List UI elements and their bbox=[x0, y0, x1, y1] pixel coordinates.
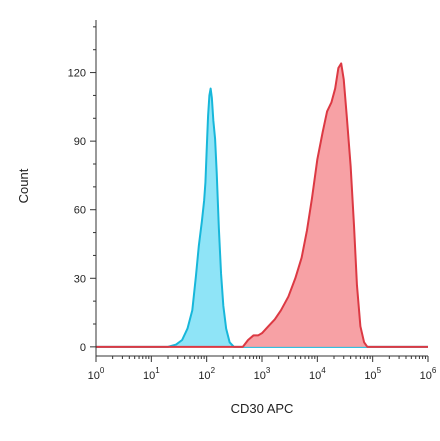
y-tick-label: 0 bbox=[80, 342, 86, 354]
x-tick-label: 106 bbox=[420, 366, 437, 382]
x-tick-label: 105 bbox=[364, 366, 381, 382]
x-axis: 100 101 102 103 104 105 106 bbox=[88, 355, 437, 382]
y-tick-label: 90 bbox=[74, 136, 86, 148]
x-tick-label: 102 bbox=[198, 366, 215, 382]
y-tick-label: 30 bbox=[74, 273, 86, 285]
series-1-line bbox=[96, 62, 428, 348]
histogram-series bbox=[96, 62, 428, 348]
series-0-line bbox=[96, 87, 428, 348]
plot-area bbox=[96, 20, 428, 356]
x-tick-label: 101 bbox=[143, 366, 160, 382]
x-tick-label: 104 bbox=[309, 366, 326, 382]
y-tick-label: 120 bbox=[68, 68, 86, 80]
x-axis-title: CD30 APC bbox=[231, 401, 294, 416]
y-tick-label: 60 bbox=[74, 205, 86, 217]
y-axis-title: Count bbox=[16, 168, 31, 203]
x-tick-label: 100 bbox=[88, 366, 105, 382]
series-1-area bbox=[96, 63, 428, 347]
x-tick-label: 103 bbox=[254, 366, 271, 382]
y-axis: 0 30 60 90 120 bbox=[68, 20, 97, 356]
